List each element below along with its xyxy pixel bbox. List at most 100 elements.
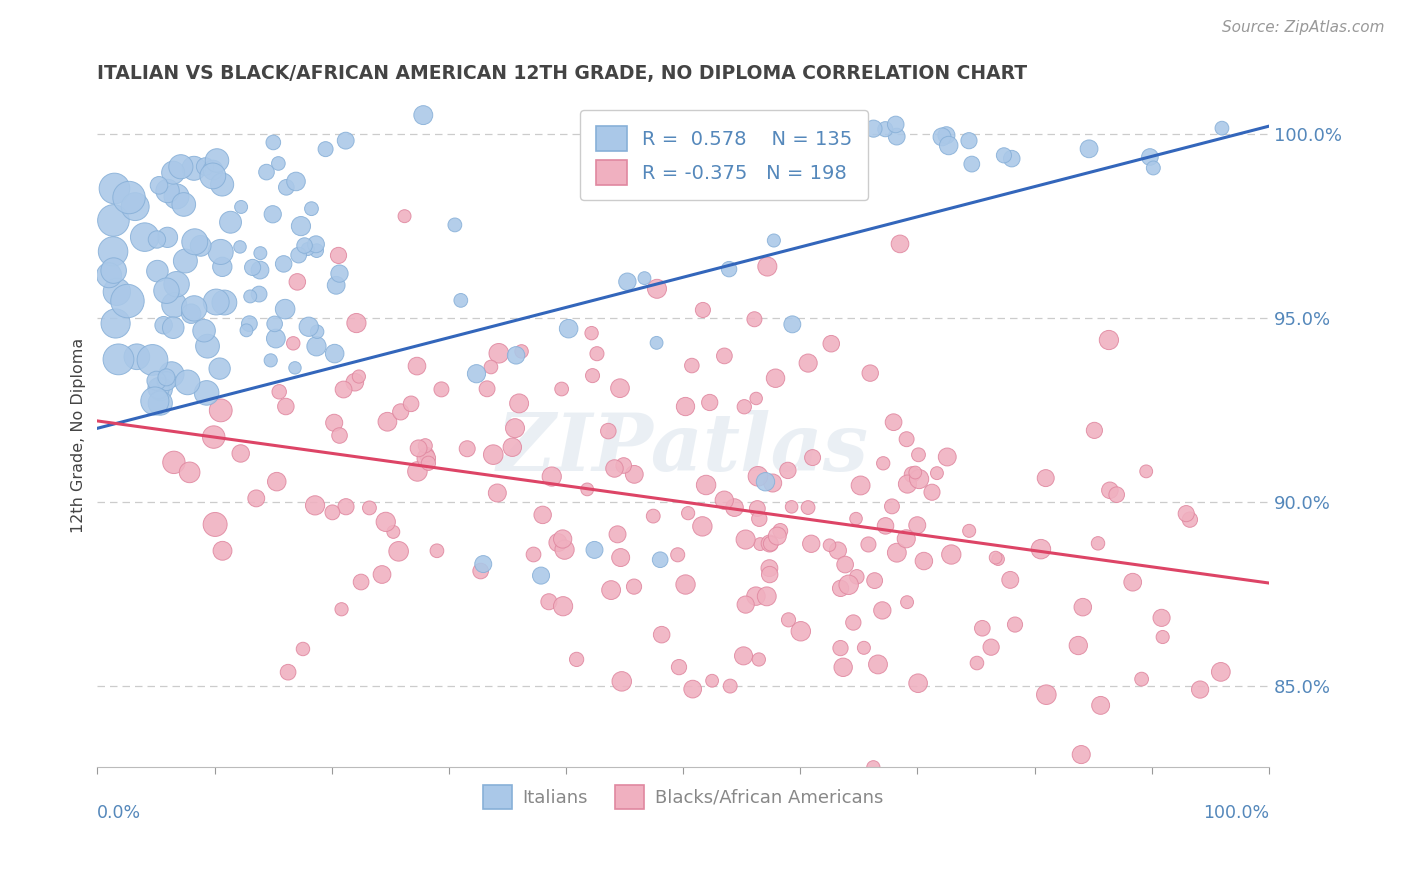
Point <box>797 356 820 370</box>
Point <box>103 213 125 227</box>
Point <box>883 415 905 429</box>
Point <box>938 138 960 153</box>
Point <box>262 136 284 150</box>
Point <box>613 458 636 473</box>
Point <box>749 537 772 551</box>
Point <box>335 134 357 148</box>
Point <box>1071 600 1094 615</box>
Point <box>245 491 267 506</box>
Point <box>765 371 787 385</box>
Point <box>713 349 735 363</box>
Point <box>1139 150 1161 164</box>
Point <box>503 421 526 435</box>
Point <box>98 268 121 283</box>
Point <box>734 149 756 163</box>
Point <box>479 359 502 374</box>
Text: ITALIAN VS BLACK/AFRICAN AMERICAN 12TH GRADE, NO DIPLOMA CORRELATION CHART: ITALIAN VS BLACK/AFRICAN AMERICAN 12TH G… <box>97 64 1028 83</box>
Point <box>872 603 894 617</box>
Point <box>845 570 868 584</box>
Point <box>756 260 779 274</box>
Point <box>896 595 918 609</box>
Point <box>972 621 994 635</box>
Point <box>610 674 633 689</box>
Point <box>692 302 714 317</box>
Point <box>718 262 741 277</box>
Point <box>537 595 560 609</box>
Point <box>1209 665 1232 679</box>
Point <box>1098 333 1121 347</box>
Point <box>328 267 350 281</box>
Point <box>173 197 195 211</box>
Point <box>904 466 927 480</box>
Point <box>745 392 768 406</box>
Point <box>872 456 894 470</box>
Point <box>208 361 231 376</box>
Point <box>305 244 328 258</box>
Point <box>482 448 505 462</box>
Point <box>551 532 574 546</box>
Point <box>675 577 697 591</box>
Point <box>623 580 645 594</box>
Point <box>486 486 509 500</box>
Point <box>242 260 264 275</box>
Point <box>832 660 855 674</box>
Point <box>782 318 804 332</box>
Point <box>260 353 283 368</box>
Point <box>145 374 167 388</box>
Point <box>235 323 257 337</box>
Point <box>269 384 291 399</box>
Point <box>778 613 800 627</box>
Point <box>249 263 271 277</box>
Point <box>747 469 769 483</box>
Point <box>418 456 440 470</box>
Point <box>276 180 298 194</box>
Point <box>827 543 849 558</box>
Point <box>984 550 1007 565</box>
Point <box>957 524 980 538</box>
Point <box>616 275 638 289</box>
Point <box>718 679 741 693</box>
Point <box>645 282 668 296</box>
Point <box>399 397 422 411</box>
Point <box>273 257 295 271</box>
Point <box>101 244 124 259</box>
Point <box>745 142 768 156</box>
Point <box>249 246 271 260</box>
Point <box>184 235 207 249</box>
Point <box>285 174 308 188</box>
Point <box>738 118 761 132</box>
Point <box>747 501 769 516</box>
Point <box>229 200 252 214</box>
Point <box>866 657 889 672</box>
Point <box>931 129 953 144</box>
Point <box>170 160 193 174</box>
Point <box>586 347 609 361</box>
Point <box>1105 488 1128 502</box>
Point <box>748 512 770 526</box>
Point <box>323 416 346 430</box>
Point <box>1142 161 1164 175</box>
Point <box>863 574 886 588</box>
Point <box>547 535 569 549</box>
Point <box>734 598 756 612</box>
Point <box>472 557 495 571</box>
Point <box>160 368 183 382</box>
Point <box>301 202 323 216</box>
Point <box>554 542 576 557</box>
Point <box>323 346 346 360</box>
Point <box>1000 573 1022 587</box>
Point <box>426 543 449 558</box>
Point <box>801 144 824 158</box>
Point <box>600 583 623 598</box>
Point <box>103 263 125 277</box>
Point <box>759 536 782 550</box>
Point <box>818 538 841 552</box>
Point <box>676 506 699 520</box>
Point <box>155 370 177 384</box>
Legend: Italians, Blacks/African Americans: Italians, Blacks/African Americans <box>470 772 896 822</box>
Point <box>801 450 824 465</box>
Point <box>845 511 868 525</box>
Point <box>744 312 766 326</box>
Point <box>290 219 312 233</box>
Point <box>1067 639 1090 653</box>
